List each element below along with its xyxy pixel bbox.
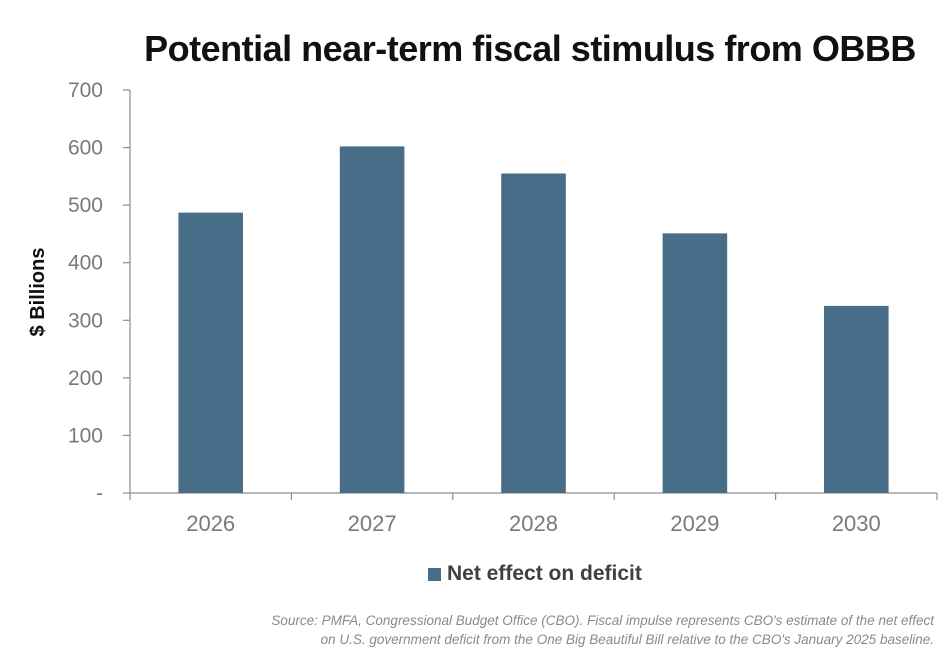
y-tick-label: 200 — [68, 367, 103, 390]
y-axis: - 100 200 300 400 500 600 700 — [68, 79, 131, 505]
bars — [178, 146, 889, 494]
y-tick-label: - — [96, 482, 103, 505]
x-axis: 2026 2027 2028 2029 2030 — [129, 492, 938, 536]
y-tick-label: 400 — [68, 252, 103, 275]
x-tick-label: 2028 — [509, 511, 558, 536]
source-note: Source: PMFA, Congressional Budget Offic… — [34, 611, 934, 649]
bar-2028 — [501, 173, 566, 493]
y-tick-label: 500 — [68, 194, 103, 217]
bar-2026 — [178, 212, 243, 493]
legend: Net effect on deficit — [428, 561, 642, 587]
bar-2029 — [662, 233, 728, 494]
chart-title: Potential near-term fiscal stimulus from… — [144, 28, 916, 69]
x-tick-label: 2027 — [348, 511, 397, 536]
x-tick-label: 2030 — [832, 511, 881, 536]
x-tick-label: 2029 — [670, 511, 719, 536]
y-tick-label: 600 — [68, 137, 103, 160]
legend-label: Net effect on deficit — [447, 562, 642, 585]
y-tick-label: 300 — [68, 309, 103, 332]
bar-2027 — [339, 146, 405, 494]
y-tick-label: 100 — [68, 424, 103, 447]
y-tick-label: 700 — [68, 79, 103, 102]
source-note-line-1: Source: PMFA, Congressional Budget Offic… — [271, 613, 934, 628]
legend-swatch — [428, 567, 441, 581]
x-tick-label: 2026 — [186, 511, 235, 536]
y-axis-title: $ Billions — [27, 248, 49, 337]
source-note-line-2: on U.S. government deficit from the One … — [320, 632, 934, 647]
bar-2030 — [824, 305, 889, 493]
